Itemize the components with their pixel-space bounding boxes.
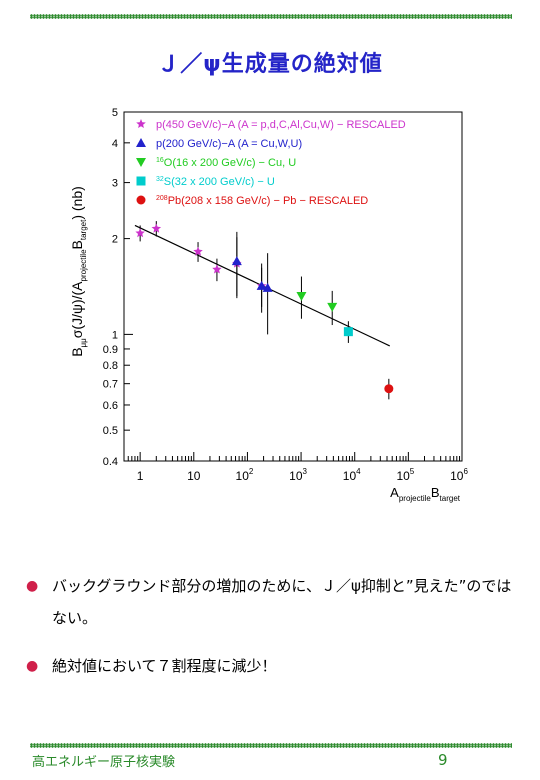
legend-label: 208Pb(208 x 158 GeV/c) − Pb − RESCALED <box>156 195 368 207</box>
slide-title: Ｊ／ψ生成量の絶対値 <box>157 52 383 77</box>
y-tick-label: 0.7 <box>103 379 118 391</box>
x-tick-label: 102 <box>236 467 254 483</box>
data-point <box>256 280 267 290</box>
x-axis-label: AprojectileBtarget <box>390 485 461 503</box>
data-point <box>135 228 145 238</box>
y-tick-label: 0.8 <box>103 360 118 372</box>
bullet-dot-icon: ● <box>26 658 39 674</box>
data-point <box>343 327 353 337</box>
legend-marker <box>136 158 146 167</box>
page-number: 9 <box>438 751 448 769</box>
legend-label: p(200 GeV/c)−A (A = Cu,W,U) <box>156 138 302 150</box>
legend-marker <box>136 195 146 205</box>
legend-marker <box>136 176 146 186</box>
y-axis-label: Bμμσ(J/ψ)/(AprojectileBtarget) (nb) <box>69 186 88 357</box>
top-dotted-rule <box>30 14 512 19</box>
x-tick-label: 105 <box>396 467 414 483</box>
data-point <box>231 256 242 266</box>
y-tick-label: 2 <box>112 234 118 246</box>
x-tick-label: 103 <box>289 467 307 483</box>
y-tick-label: 3 <box>112 178 118 190</box>
data-point <box>296 292 307 302</box>
jpsi-cross-section-chart: 1 10 102 103 104 105 106 0.4 0.5 0.6 0.7 0.8 0.9 1 2 3 4… <box>69 107 468 503</box>
y-tick-label: 1 <box>112 329 118 341</box>
legend-label: 32S(32 x 200 GeV/c) − U <box>156 176 275 188</box>
x-tick-label: 104 <box>343 467 361 483</box>
data-point <box>384 384 394 394</box>
data-point <box>327 302 338 312</box>
y-tick-label: 5 <box>112 107 118 119</box>
y-tick-label: 0.6 <box>103 400 118 412</box>
data-point <box>262 282 273 292</box>
data-point <box>193 246 203 256</box>
legend-label: 16O(16 x 200 GeV/c) − Cu, U <box>156 157 296 169</box>
bottom-dotted-rule <box>30 743 512 748</box>
y-tick-label: 0.4 <box>103 456 118 468</box>
y-tick-label: 0.5 <box>103 425 118 437</box>
legend-marker <box>136 119 146 128</box>
bullet-text: バックグラウンド部分の増加のために、Ｊ／ψ抑制と”見えた”のではない。 <box>52 577 512 627</box>
footer-text: 高エネルギー原子核実験 <box>32 755 176 770</box>
legend-label: p(450 GeV/c)−A (A = p,d,C,Al,Cu,W) − RES… <box>156 119 406 131</box>
x-tick-label: 10 <box>187 469 201 483</box>
y-tick-label: 0.9 <box>103 344 118 356</box>
legend-marker <box>136 138 146 147</box>
x-tick-label: 106 <box>450 467 468 483</box>
bullet-text: 絶対値において７割程度に減少！ <box>52 657 277 675</box>
data-point <box>151 223 162 233</box>
y-tick-label: 4 <box>112 138 118 150</box>
x-tick-label: 1 <box>137 469 144 483</box>
bullet-dot-icon: ● <box>26 578 39 594</box>
data-point <box>212 264 222 274</box>
